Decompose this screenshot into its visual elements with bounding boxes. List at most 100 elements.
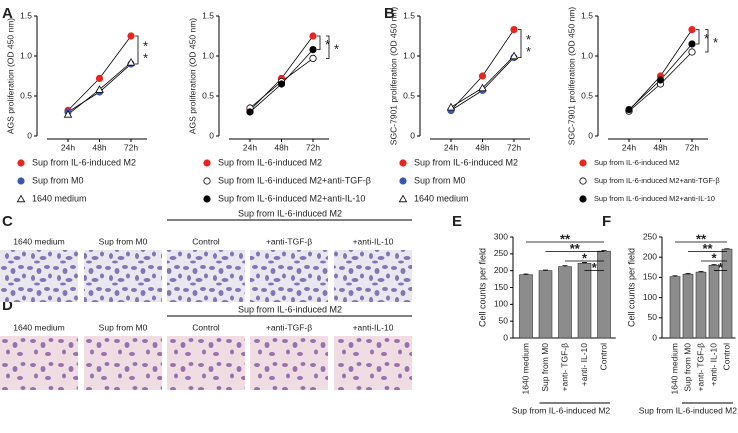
series-line (249, 35, 314, 111)
y-tick-label: 150 (643, 272, 657, 282)
x-tick-label: 24h (622, 142, 636, 152)
point (309, 54, 317, 63)
x-tick-label: 72h (124, 142, 138, 152)
legend-marker (579, 159, 587, 167)
image-label: Sup from M0 (99, 322, 148, 332)
y-tick-label: 0.5 (20, 90, 32, 100)
legend-label: Sup from IL-6-induced M2+anti-IL-10 (594, 194, 715, 203)
significance-label: * (718, 260, 724, 275)
point (446, 102, 456, 111)
legend-marker (203, 195, 211, 203)
legend-marker (398, 194, 408, 203)
error-bar (711, 264, 717, 266)
error-bar (582, 262, 587, 264)
x-tick-label: +anti- TGF-β (695, 343, 705, 392)
significance-label: ** (696, 231, 707, 246)
micrograph (84, 250, 162, 302)
bar (597, 250, 611, 339)
legend-marker (399, 177, 407, 185)
y-tick-label: 200 (494, 265, 508, 275)
x-tick-label: 72h (306, 142, 320, 152)
legend-label: Sup from IL-6-induced M2+anti-TGF-β (594, 176, 720, 185)
x-tick-label: 48h (653, 142, 667, 152)
point (688, 48, 696, 56)
significance-label: ** (560, 231, 571, 246)
point (95, 85, 104, 93)
image-label: +anti-IL-10 (353, 322, 394, 332)
panel-label: B (384, 5, 395, 22)
point (688, 25, 696, 34)
y-axis-label: AGS proliferation (OD 450 nm) (187, 18, 197, 134)
image-label: +anti-TGF-β (266, 322, 312, 332)
significance-label: * (592, 260, 598, 275)
y-tick-label: 0 (652, 332, 657, 342)
micrograph (250, 250, 328, 302)
point (95, 74, 104, 83)
point (126, 57, 136, 66)
image-label: Control (192, 322, 220, 332)
y-axis-label: AGS proliferation (OD 450 nm) (5, 18, 15, 134)
y-tick-label: 0 (588, 130, 593, 140)
legend-marker (203, 177, 211, 185)
point (478, 83, 487, 92)
group-label: Sup from IL-6-induced M2 (238, 304, 342, 314)
micrograph (167, 336, 245, 390)
point (309, 45, 317, 54)
bar (577, 262, 592, 339)
point (277, 80, 286, 88)
legend-label: Sup from IL-6-induced M2 (594, 158, 679, 167)
y-tick-label: 0 (209, 130, 214, 140)
error-bar (698, 270, 704, 273)
image-label: Control (192, 236, 220, 246)
x-tick-label: Control (721, 343, 731, 371)
x-tick-label: 24h (444, 142, 458, 152)
group-label: Sup from IL-6-induced M2 (512, 405, 611, 415)
x-tick-label: 1640 medium (520, 343, 530, 395)
error-bar (523, 273, 529, 275)
significance-label: * (325, 37, 330, 52)
significance-bracket (326, 35, 330, 59)
y-tick-label: 100 (643, 292, 657, 302)
point (688, 40, 696, 48)
bar (519, 274, 533, 339)
significance-bracket (518, 29, 522, 58)
bar (669, 276, 681, 339)
legend-label: 1640 medium (32, 193, 87, 203)
series-line (628, 29, 693, 111)
x-tick-label: Sup from M0 (540, 343, 550, 392)
y-tick-label: 0.5 (581, 90, 593, 100)
micrograph (167, 250, 245, 302)
point (309, 32, 317, 40)
x-tick-label: +anti- IL-10 (708, 343, 718, 387)
legend-marker (579, 195, 587, 203)
significance-bracket (696, 29, 700, 45)
image-label: Sup from M0 (99, 236, 148, 246)
image-label: 1640 medium (13, 236, 65, 246)
legend-label: Sup from IL-6-induced M2+anti-TGF-β (218, 175, 371, 185)
x-tick-label: Sup from M0 (682, 343, 692, 392)
bar (558, 266, 572, 339)
y-tick-label: 250 (643, 231, 657, 241)
y-axis-label: Cell counts per field (626, 248, 636, 327)
point (656, 76, 665, 84)
series-line (450, 29, 515, 111)
point (478, 72, 487, 80)
point (127, 32, 135, 40)
panel-label: D (2, 297, 13, 314)
x-tick-label: 24h (243, 142, 257, 152)
legend-label: Sup from IL-6-induced M2 (32, 157, 136, 167)
y-tick-label: 150 (494, 282, 508, 292)
error-bar (543, 269, 548, 271)
error-bar (601, 250, 607, 252)
y-tick-label: 200 (643, 251, 657, 261)
image-label: +anti-IL-10 (353, 236, 394, 246)
significance-label: * (143, 38, 148, 53)
legend-label: Sup from IL-6-induced M2 (218, 157, 322, 167)
x-tick-label: +anti- TGF-β (559, 343, 569, 392)
x-tick-label: 48h (475, 142, 489, 152)
point (625, 106, 633, 114)
y-tick-label: 0.5 (202, 90, 214, 100)
panel-label: E (452, 213, 462, 230)
y-tick-label: 0 (503, 332, 508, 342)
panel-label: F (602, 213, 611, 230)
